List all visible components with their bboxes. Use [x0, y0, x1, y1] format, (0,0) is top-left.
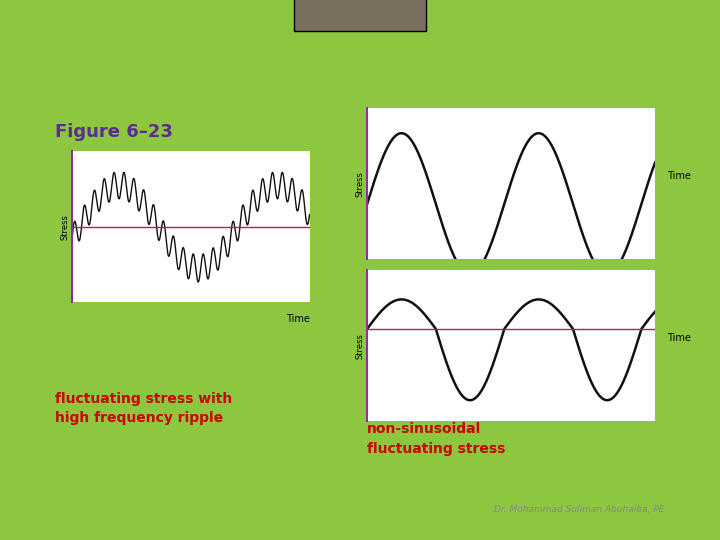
Text: Time: Time	[667, 333, 690, 343]
Y-axis label: Stress: Stress	[356, 171, 364, 197]
Y-axis label: Stress: Stress	[356, 333, 364, 359]
Text: fluctuating stress with
high frequency ripple: fluctuating stress with high frequency r…	[55, 392, 233, 426]
Text: Dr. Mohammad Suliman Abuhaiba, PE: Dr. Mohammad Suliman Abuhaiba, PE	[494, 505, 665, 514]
FancyBboxPatch shape	[294, 0, 426, 31]
Text: Fluctuating Stresses: Fluctuating Stresses	[55, 42, 476, 76]
Text: non-sinusoidal
fluctuating stress: non-sinusoidal fluctuating stress	[366, 422, 505, 456]
Text: Figure 6–23: Figure 6–23	[55, 123, 174, 141]
Text: Time: Time	[286, 314, 310, 325]
Y-axis label: Stress: Stress	[60, 214, 69, 240]
Text: Time: Time	[667, 171, 690, 181]
